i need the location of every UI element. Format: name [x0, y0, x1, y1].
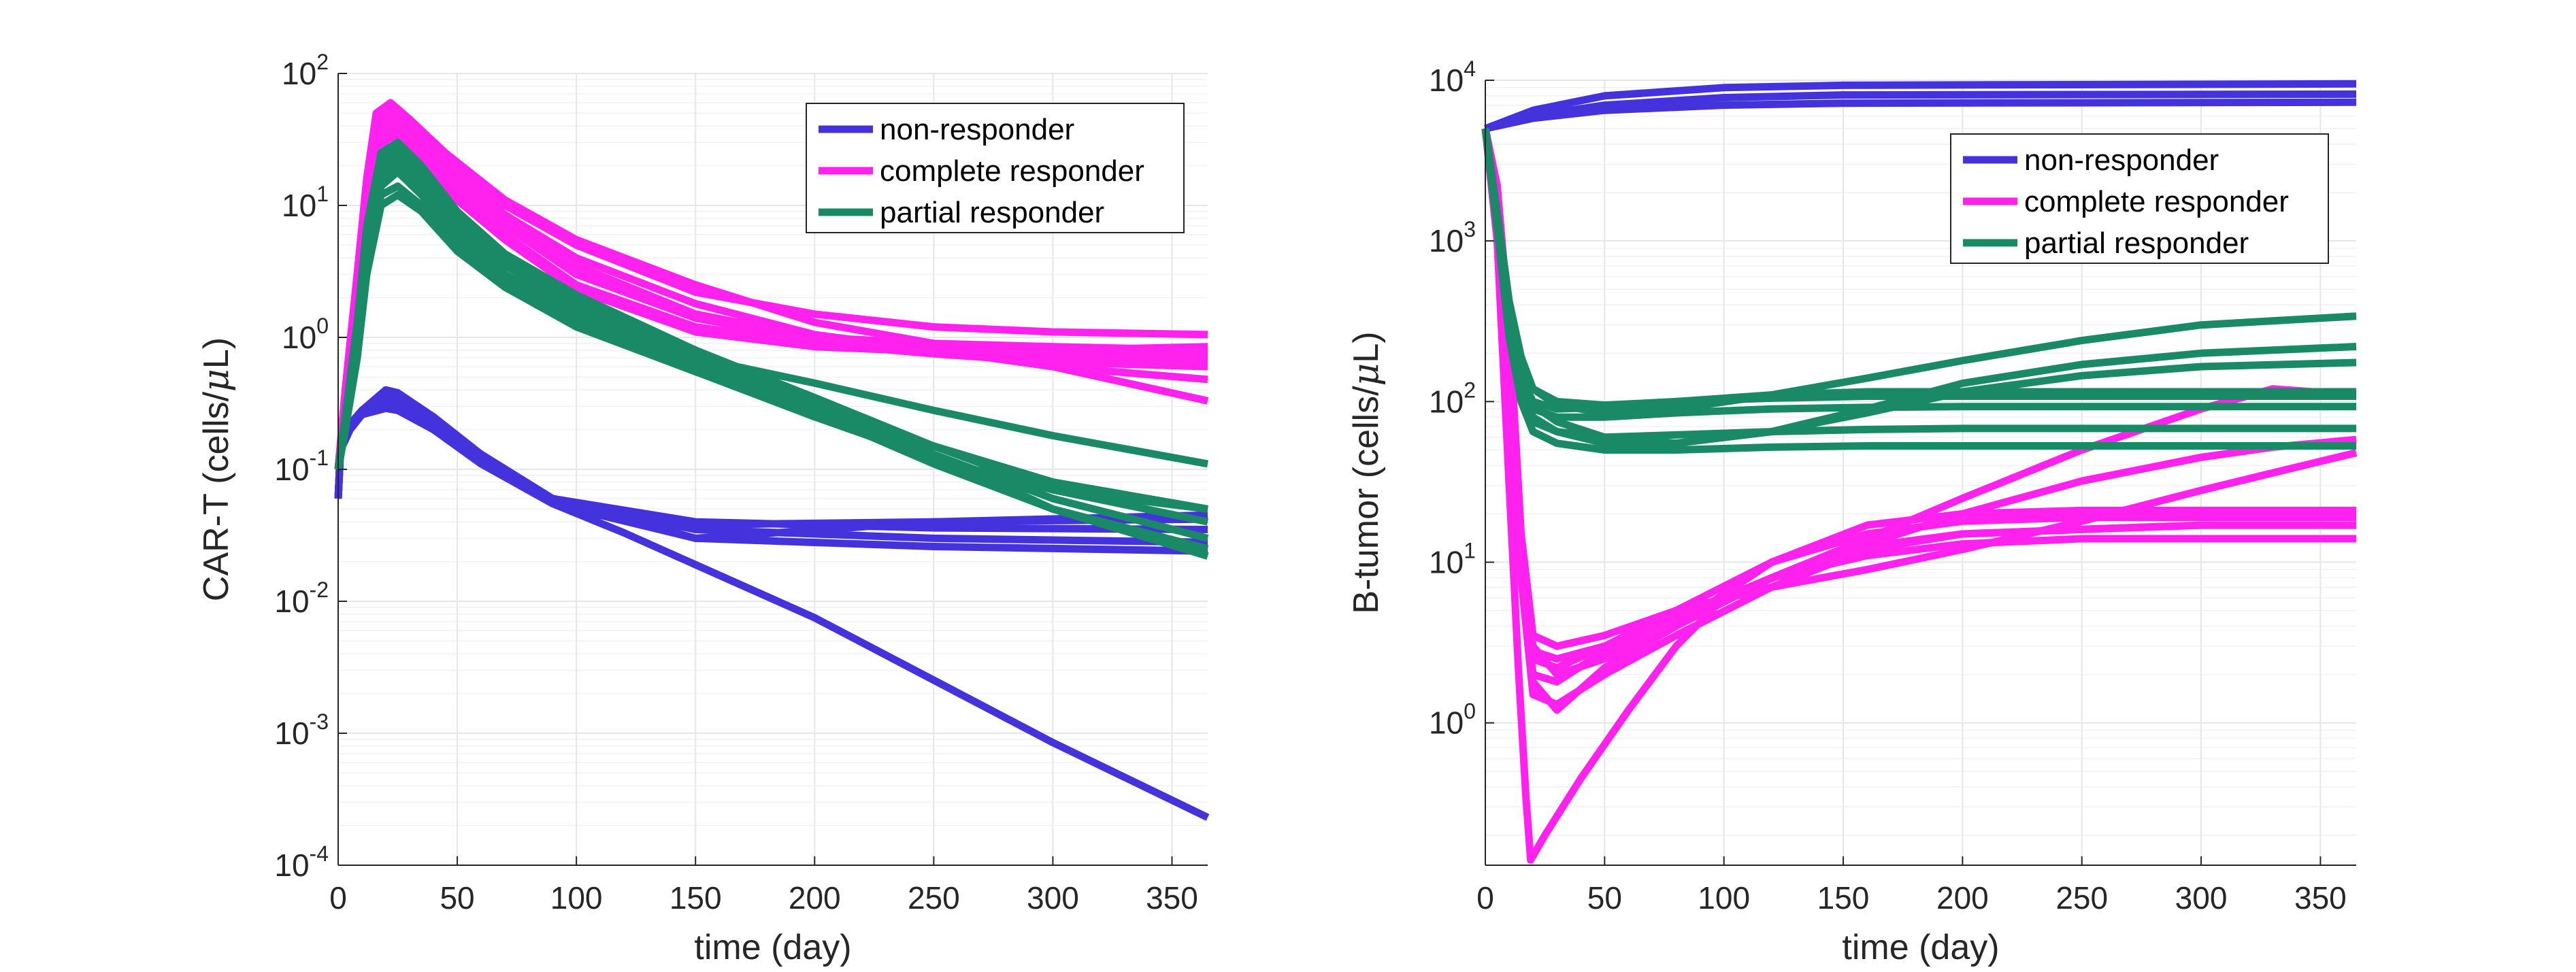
cart-y-label-main: CAR-T (cells/ — [197, 391, 236, 601]
cart-y-tick-label: 10-2 — [274, 577, 329, 619]
b-tumor-x-tick-label: 0 — [1476, 880, 1494, 916]
b-tumor-legend-item-partial-responder: partial responder — [1963, 227, 2249, 260]
b-tumor-x-tick-label: 50 — [1587, 880, 1622, 916]
cart-y-tick-base: 10 — [274, 584, 309, 619]
cart-legend-label: partial responder — [880, 196, 1104, 229]
b-tumor-y-tick-base: 10 — [1429, 223, 1464, 258]
b-tumor-legend-label: complete responder — [2024, 185, 2289, 218]
b-tumor-y-tick-base: 10 — [1429, 384, 1464, 419]
cart-x-tick-label: 200 — [789, 880, 841, 916]
cart-x-tick-label: 0 — [329, 880, 347, 916]
cart-y-tick-label: 102 — [282, 50, 329, 91]
cart-y-tick-base: 10 — [274, 452, 309, 487]
b-tumor-x-tick-label: 300 — [2175, 880, 2228, 916]
cart-y-tick-label: 10-4 — [274, 841, 329, 883]
b-tumor-legend: non-responder complete responder partial r… — [1950, 133, 2329, 264]
b-tumor-legend-item-complete-responder: complete responder — [1963, 185, 2289, 218]
b-tumor-series-line-complete-responder — [1481, 128, 2357, 663]
cart-y-label-mu: μ — [196, 369, 237, 392]
b-tumor-y-tick-exponent: 4 — [1464, 56, 1476, 81]
b-tumor-y-tick-exponent: 2 — [1464, 378, 1476, 402]
b-tumor-y-tick-label: 100 — [1429, 699, 1476, 741]
cart-y-tick-base: 10 — [274, 848, 309, 883]
b-tumor-chart: 0 50 100 150 200 250 300 350100101102103104time… — [1346, 56, 2358, 967]
cart-y-tick-exponent: 0 — [316, 314, 329, 338]
b-tumor-x-tick-label: 100 — [1698, 880, 1750, 916]
b-tumor-y-tick-exponent: 3 — [1464, 217, 1476, 241]
b-tumor-y-tick-base: 10 — [1429, 705, 1464, 741]
cart-y-tick-label: 10-1 — [274, 446, 329, 487]
b-tumor-y-tick-label: 101 — [1429, 539, 1476, 580]
b-tumor-x-tick-label: 200 — [1936, 880, 1989, 916]
cart-y-tick-base: 10 — [282, 188, 316, 223]
cart-x-tick-label: 50 — [440, 880, 474, 916]
cart-y-label-tail: L) — [197, 337, 236, 369]
b-tumor-y-tick-base: 10 — [1429, 63, 1464, 98]
b-tumor-y-tick-exponent: 1 — [1464, 539, 1476, 563]
cart-legend-item-non-responder: non-responder — [819, 113, 1074, 146]
cart-y-tick-label: 10-3 — [274, 709, 329, 751]
b-tumor-y-tick-label: 104 — [1429, 56, 1476, 98]
b-tumor-legend-item-non-responder: non-responder — [1963, 144, 2219, 177]
cart-x-tick-label: 300 — [1027, 880, 1079, 916]
cart-y-tick-base: 10 — [274, 716, 309, 751]
b-tumor-legend-label: partial responder — [2024, 227, 2249, 260]
cart-y-tick-base: 10 — [282, 320, 316, 355]
cart-legend-item-partial-responder: partial responder — [819, 196, 1104, 229]
cart-y-axis-label: CAR-T (cells/μL) — [196, 337, 237, 601]
b-tumor-y-tick-exponent: 0 — [1464, 699, 1476, 724]
b-tumor-y-label-tail: L) — [1347, 331, 1386, 363]
cart-y-tick-label: 101 — [282, 182, 329, 223]
cart-series-line-non-responder — [334, 397, 1210, 821]
b-tumor-series-line-non-responder — [1484, 80, 2357, 133]
b-tumor-series-group — [1481, 80, 2358, 864]
b-tumor-y-tick-label: 103 — [1429, 217, 1476, 258]
cart-legend-label: non-responder — [880, 113, 1074, 146]
b-tumor-series-line-complete-responder — [1481, 128, 2356, 864]
b-tumor-series-line-partial-responder — [1481, 128, 2356, 413]
cart-legend-label: complete responder — [880, 154, 1144, 188]
b-tumor-x-axis-label: time (day) — [1842, 928, 1999, 967]
cart-y-tick-exponent: -4 — [310, 841, 329, 866]
cart-x-tick-label: 150 — [670, 880, 722, 916]
cart-legend: non-responder complete responder partial r… — [806, 103, 1185, 233]
b-tumor-y-tick-label: 102 — [1429, 378, 1476, 419]
b-tumor-y-axis-label: B-tumor (cells/μL) — [1346, 331, 1387, 614]
b-tumor-x-tick-label: 350 — [2294, 880, 2347, 916]
b-tumor-legend-label: non-responder — [2024, 144, 2219, 177]
cart-chart: 0 50 100 150 200 250 300 35010-410-310-210-1100… — [196, 50, 1210, 967]
b-tumor-series-line-non-responder — [1484, 98, 2357, 133]
cart-y-tick-exponent: -3 — [310, 709, 329, 734]
cart-x-tick-label: 250 — [908, 880, 960, 916]
cart-y-tick-exponent: -1 — [310, 446, 329, 470]
cart-series-line-partial-responder — [334, 149, 1209, 542]
cart-y-tick-exponent: 2 — [316, 50, 329, 74]
cart-y-tick-exponent: 1 — [316, 182, 329, 206]
cart-x-axis-label: time (day) — [694, 928, 851, 967]
b-tumor-y-label-main: B-tumor (cells/ — [1347, 386, 1386, 614]
b-tumor-x-tick-label: 150 — [1817, 880, 1870, 916]
cart-x-tick-label: 350 — [1146, 880, 1198, 916]
cart-y-tick-label: 100 — [282, 314, 329, 355]
cart-x-tick-label: 100 — [550, 880, 603, 916]
cart-series-group — [334, 99, 1210, 821]
b-tumor-x-tick-label: 250 — [2055, 880, 2108, 916]
b-tumor-y-label-mu: μ — [1346, 363, 1387, 386]
cart-y-tick-exponent: -2 — [310, 577, 329, 602]
cart-legend-item-complete-responder: complete responder — [819, 154, 1144, 188]
b-tumor-y-tick-base: 10 — [1429, 545, 1464, 580]
cart-y-tick-base: 10 — [282, 56, 316, 91]
